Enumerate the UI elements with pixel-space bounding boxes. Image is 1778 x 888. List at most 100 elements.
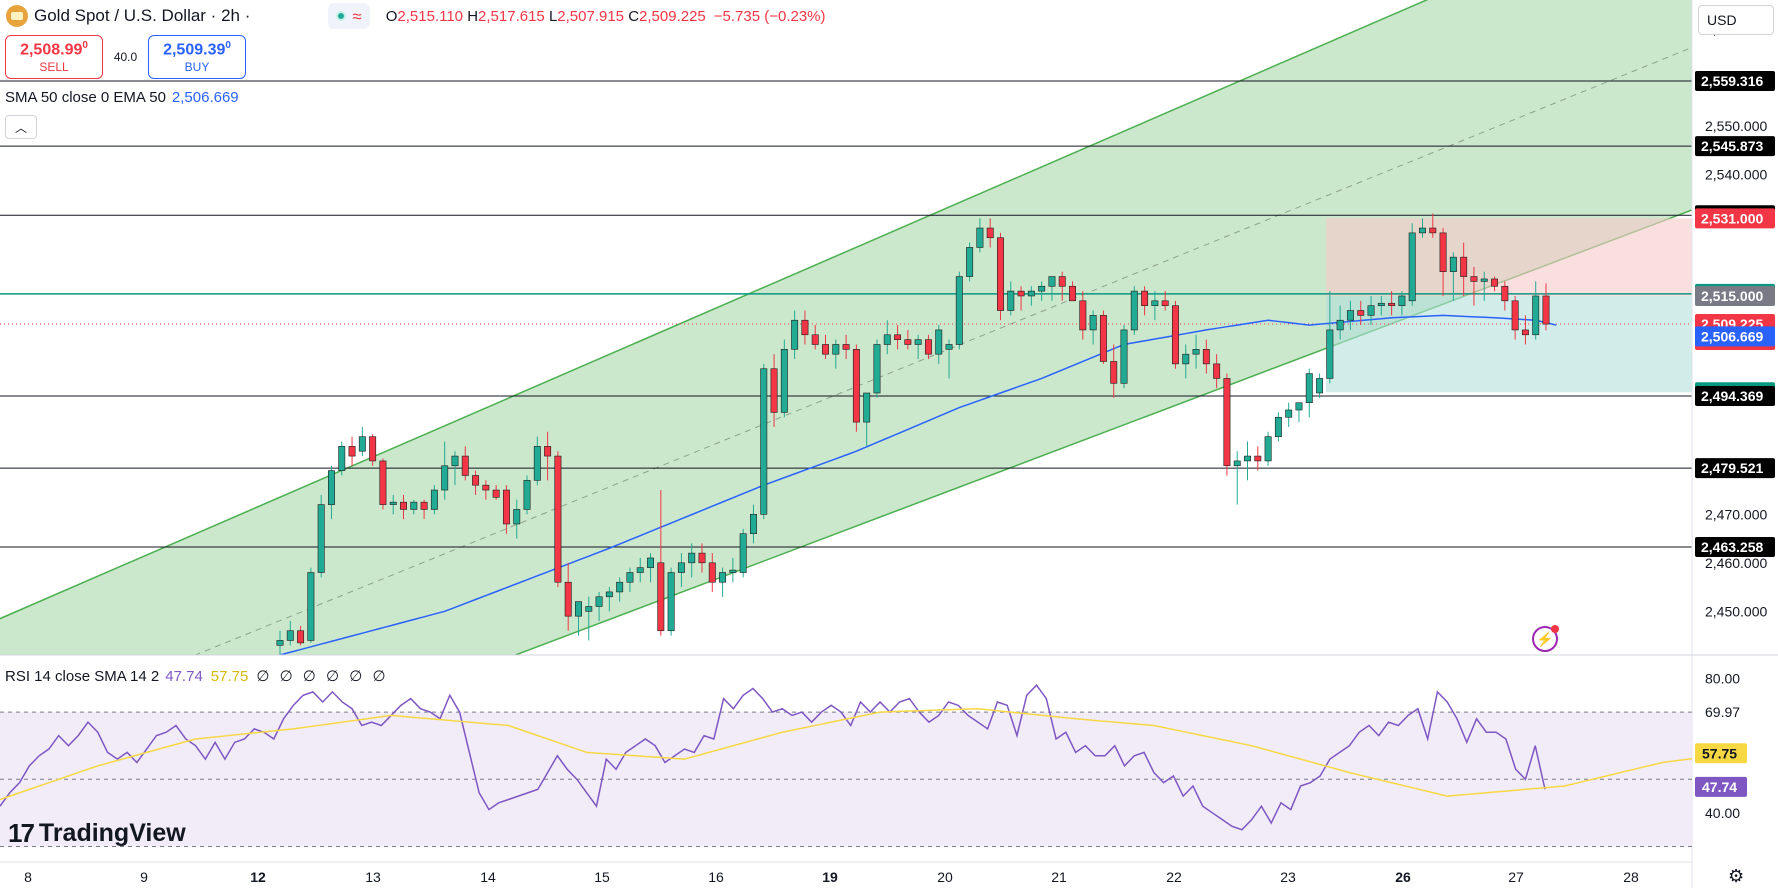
candle <box>585 596 593 641</box>
candle <box>780 339 788 418</box>
candle-body <box>472 475 480 486</box>
time-axis-tick: 28 <box>1623 869 1639 885</box>
price-label-text: 2,494.369 <box>1701 388 1763 404</box>
candle <box>1079 291 1087 340</box>
candle <box>1151 291 1159 321</box>
candle <box>1038 281 1046 301</box>
candle-body <box>1326 329 1334 379</box>
candle-body <box>647 557 655 568</box>
price-label-level: 2,463.258 <box>1695 537 1775 558</box>
candle <box>1069 281 1077 302</box>
candle-body <box>1130 290 1138 331</box>
candle <box>1089 310 1097 345</box>
time-axis-tick: 21 <box>1051 869 1067 885</box>
candle-body <box>1532 295 1540 336</box>
candle <box>1099 310 1107 364</box>
candle <box>1336 305 1344 340</box>
time-axis-tick: 15 <box>594 869 610 885</box>
candle-body <box>986 227 994 239</box>
candle-body <box>636 567 644 573</box>
candle-body <box>1202 349 1210 365</box>
candle-body <box>1501 285 1509 302</box>
candle <box>1233 451 1241 505</box>
candle <box>1161 291 1169 311</box>
trade-panel: 2,508.990 SELL 40.0 2,509.390 BUY <box>5 35 246 79</box>
indicator-legend[interactable]: SMA 50 close 0 EMA 50 2,506.669 <box>5 89 239 106</box>
rsi-value: 47.74 <box>165 668 203 685</box>
price-label-text: 2,559.316 <box>1701 73 1763 89</box>
candle <box>760 363 768 520</box>
candle <box>297 625 305 646</box>
candle <box>986 218 994 248</box>
candle-body <box>276 640 284 646</box>
rsi-legend[interactable]: RSI 14 close SMA 14 2 47.74 57.75 ∅ ∅ ∅ ∅ ∅… <box>5 667 389 685</box>
candle <box>1058 271 1066 301</box>
candle <box>1305 368 1313 418</box>
candle <box>894 325 902 350</box>
symbol-title[interactable]: Gold Spot / U.S. Dollar · 2h · <box>34 6 251 25</box>
candle-body <box>1460 256 1468 277</box>
gear-icon[interactable]: ⚙ <box>1728 866 1745 886</box>
candle-body <box>430 489 438 510</box>
candle-body <box>317 504 325 573</box>
candle-body <box>1099 315 1107 362</box>
candle <box>1141 286 1149 316</box>
price-label-box <box>1695 326 1775 347</box>
candle-body <box>626 572 634 583</box>
rsi-axis-tick: 40.00 <box>1705 805 1740 821</box>
candle-body <box>1192 349 1200 355</box>
lightning-alert-icon[interactable]: ⚡ <box>1532 625 1559 652</box>
candle-body <box>1254 455 1262 462</box>
candle-body <box>1305 373 1313 404</box>
candle <box>883 320 891 355</box>
market-status-pill[interactable]: ≈ <box>328 3 370 29</box>
candle <box>719 567 727 597</box>
candle-body <box>1223 378 1231 467</box>
candle-body <box>1511 300 1519 331</box>
buy-button[interactable]: 2,509.390 BUY <box>148 35 246 79</box>
rsi-ma-line <box>0 707 1692 801</box>
candle <box>1274 412 1282 442</box>
gold-symbol-icon <box>6 5 28 27</box>
candle <box>811 325 819 350</box>
candle-body <box>492 489 500 498</box>
candle <box>1285 402 1293 427</box>
candle-body <box>389 501 397 505</box>
candle <box>482 480 490 500</box>
candle-body <box>822 344 829 355</box>
candle-body <box>1388 302 1396 306</box>
candle <box>1511 295 1519 340</box>
candle <box>564 562 572 631</box>
candle <box>317 494 325 578</box>
rsi-legend-zeros: ∅ ∅ ∅ ∅ ∅ ∅ <box>256 668 389 685</box>
price-label-text: 2,479.521 <box>1701 460 1763 476</box>
price-axis-tick: 2,550.000 <box>1705 118 1767 134</box>
candle <box>575 601 582 636</box>
currency-selector[interactable]: USD <box>1698 5 1774 35</box>
candle-body <box>544 446 552 457</box>
candle-body <box>410 501 418 510</box>
time-axis-tick: 20 <box>937 869 953 885</box>
candle <box>554 451 562 588</box>
candle-body <box>1110 361 1118 384</box>
candle-body <box>1233 460 1241 467</box>
candle-body <box>1120 329 1128 384</box>
candle <box>1027 286 1035 306</box>
price-label-ma: 2,506.669 <box>1695 326 1775 347</box>
time-axis-tick: 22 <box>1166 869 1182 885</box>
candle-body <box>1470 276 1478 282</box>
price-axis-tick: 2,450.000 <box>1705 603 1767 619</box>
candle-body <box>605 591 613 598</box>
candle-body <box>894 334 902 340</box>
time-axis-tick: 12 <box>250 869 266 885</box>
candle-body <box>441 465 449 491</box>
candle-body <box>801 319 809 336</box>
candle <box>647 553 655 583</box>
price-label-stop: 2,531.000 <box>1695 208 1775 229</box>
tradingview-logo[interactable]: 17 TradingView <box>8 818 186 849</box>
sell-button[interactable]: 2,508.990 SELL <box>5 35 103 79</box>
candle-body <box>1048 276 1056 287</box>
collapse-legend-button[interactable]: ︿ <box>5 115 37 139</box>
rsi-label-rsi: 47.74 <box>1695 776 1747 797</box>
